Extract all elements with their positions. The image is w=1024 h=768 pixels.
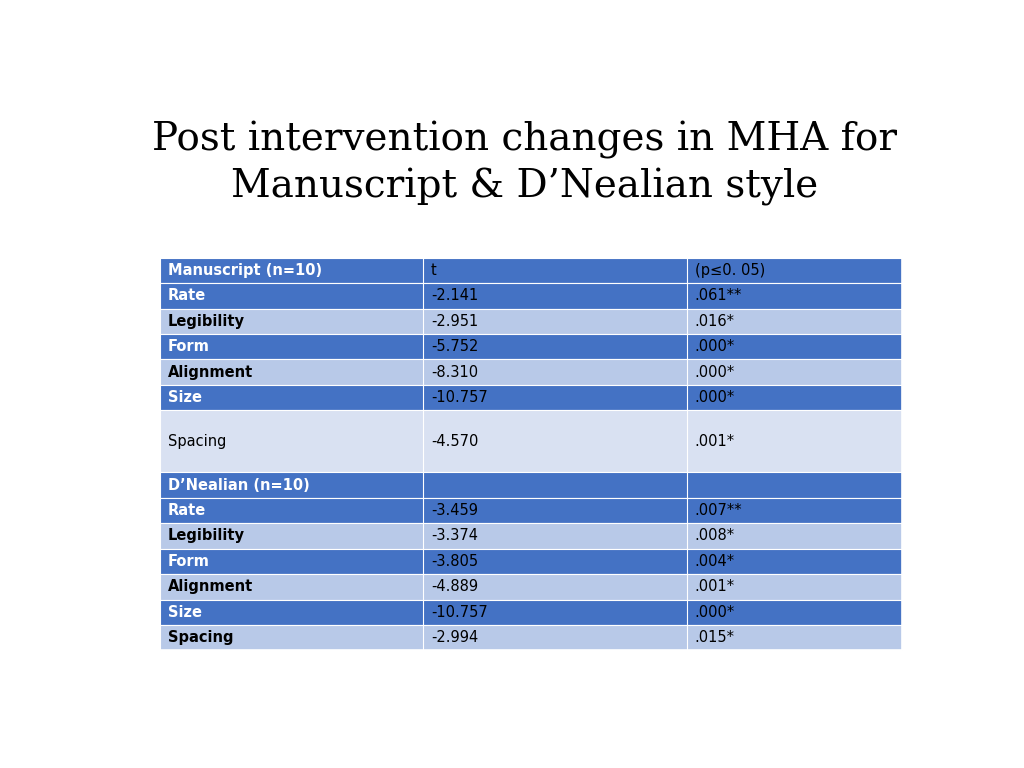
FancyBboxPatch shape bbox=[160, 574, 902, 600]
Text: -10.757: -10.757 bbox=[431, 390, 487, 405]
FancyBboxPatch shape bbox=[160, 625, 902, 650]
Text: -2.141: -2.141 bbox=[431, 288, 478, 303]
Text: .061**: .061** bbox=[694, 288, 741, 303]
FancyBboxPatch shape bbox=[160, 498, 902, 523]
FancyBboxPatch shape bbox=[160, 600, 902, 625]
Text: -3.459: -3.459 bbox=[431, 503, 478, 518]
Text: Form: Form bbox=[168, 339, 210, 354]
FancyBboxPatch shape bbox=[160, 523, 902, 548]
Text: .016*: .016* bbox=[694, 314, 734, 329]
FancyBboxPatch shape bbox=[160, 359, 902, 385]
Text: Legibility: Legibility bbox=[168, 314, 245, 329]
Text: -4.889: -4.889 bbox=[431, 579, 478, 594]
Text: Spacing: Spacing bbox=[168, 434, 226, 449]
FancyBboxPatch shape bbox=[160, 258, 902, 283]
Text: .001*: .001* bbox=[694, 579, 734, 594]
Text: -5.752: -5.752 bbox=[431, 339, 478, 354]
Text: (p≤0. 05): (p≤0. 05) bbox=[694, 263, 765, 278]
Text: Size: Size bbox=[168, 604, 202, 620]
FancyBboxPatch shape bbox=[160, 410, 902, 472]
Text: .000*: .000* bbox=[694, 390, 735, 405]
Text: Form: Form bbox=[168, 554, 210, 569]
Text: .000*: .000* bbox=[694, 604, 735, 620]
Text: .007**: .007** bbox=[694, 503, 742, 518]
Text: -2.994: -2.994 bbox=[431, 631, 478, 645]
Text: .004*: .004* bbox=[694, 554, 734, 569]
Text: Rate: Rate bbox=[168, 503, 206, 518]
Text: D’Nealian (n=10): D’Nealian (n=10) bbox=[168, 478, 309, 492]
FancyBboxPatch shape bbox=[160, 283, 902, 309]
Text: Size: Size bbox=[168, 390, 202, 405]
Text: -4.570: -4.570 bbox=[431, 434, 478, 449]
Text: .008*: .008* bbox=[694, 528, 734, 544]
Text: Spacing: Spacing bbox=[168, 631, 233, 645]
Text: Legibility: Legibility bbox=[168, 528, 245, 544]
Text: .001*: .001* bbox=[694, 434, 734, 449]
FancyBboxPatch shape bbox=[160, 334, 902, 359]
Text: .000*: .000* bbox=[694, 365, 735, 379]
Text: t: t bbox=[431, 263, 437, 278]
Text: -10.757: -10.757 bbox=[431, 604, 487, 620]
FancyBboxPatch shape bbox=[160, 309, 902, 334]
Text: -3.805: -3.805 bbox=[431, 554, 478, 569]
Text: Post intervention changes in MHA for
Manuscript & D’Nealian style: Post intervention changes in MHA for Man… bbox=[153, 121, 897, 206]
Text: Alignment: Alignment bbox=[168, 365, 253, 379]
Text: Rate: Rate bbox=[168, 288, 206, 303]
Text: Manuscript (n=10): Manuscript (n=10) bbox=[168, 263, 322, 278]
Text: -2.951: -2.951 bbox=[431, 314, 478, 329]
FancyBboxPatch shape bbox=[160, 385, 902, 410]
Text: -3.374: -3.374 bbox=[431, 528, 478, 544]
Text: Alignment: Alignment bbox=[168, 579, 253, 594]
FancyBboxPatch shape bbox=[160, 472, 902, 498]
Text: -8.310: -8.310 bbox=[431, 365, 478, 379]
FancyBboxPatch shape bbox=[160, 548, 902, 574]
Text: .015*: .015* bbox=[694, 631, 734, 645]
Text: .000*: .000* bbox=[694, 339, 735, 354]
